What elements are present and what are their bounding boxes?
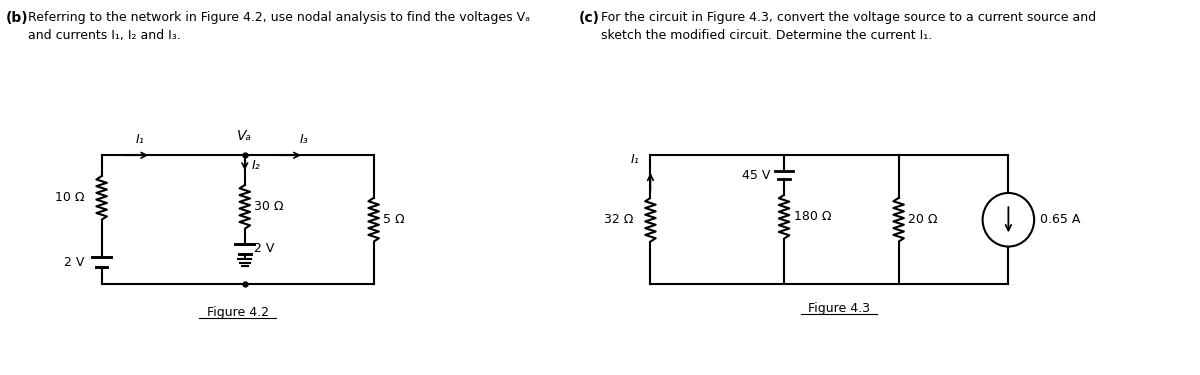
Text: Vₐ: Vₐ [238,129,252,143]
Text: I₂: I₂ [252,159,260,172]
Text: sketch the modified circuit. Determine the current I₁.: sketch the modified circuit. Determine t… [601,29,932,42]
Text: (c): (c) [578,11,600,26]
Text: 0.65 A: 0.65 A [1040,213,1080,226]
Text: 5 Ω: 5 Ω [383,213,404,226]
Text: Referring to the network in Figure 4.2, use nodal analysis to find the voltages : Referring to the network in Figure 4.2, … [28,11,530,24]
Text: 10 Ω: 10 Ω [55,191,84,204]
Text: Figure 4.3: Figure 4.3 [808,302,870,315]
Text: 30 Ω: 30 Ω [254,200,284,213]
Text: I₃: I₃ [300,133,308,146]
Text: For the circuit in Figure 4.3, convert the voltage source to a current source an: For the circuit in Figure 4.3, convert t… [601,11,1096,24]
Text: 180 Ω: 180 Ω [793,210,832,223]
Text: 45 V: 45 V [743,169,770,182]
Text: 2 V: 2 V [64,256,84,269]
Text: 32 Ω: 32 Ω [604,213,634,226]
Text: (b): (b) [6,11,29,26]
Text: and currents I₁, I₂ and I₃.: and currents I₁, I₂ and I₃. [28,29,181,42]
Text: 2 V: 2 V [254,242,275,255]
Text: Figure 4.2: Figure 4.2 [206,306,269,319]
Text: I₁: I₁ [630,153,638,166]
Text: 20 Ω: 20 Ω [908,213,937,226]
Text: I₁: I₁ [136,133,144,146]
